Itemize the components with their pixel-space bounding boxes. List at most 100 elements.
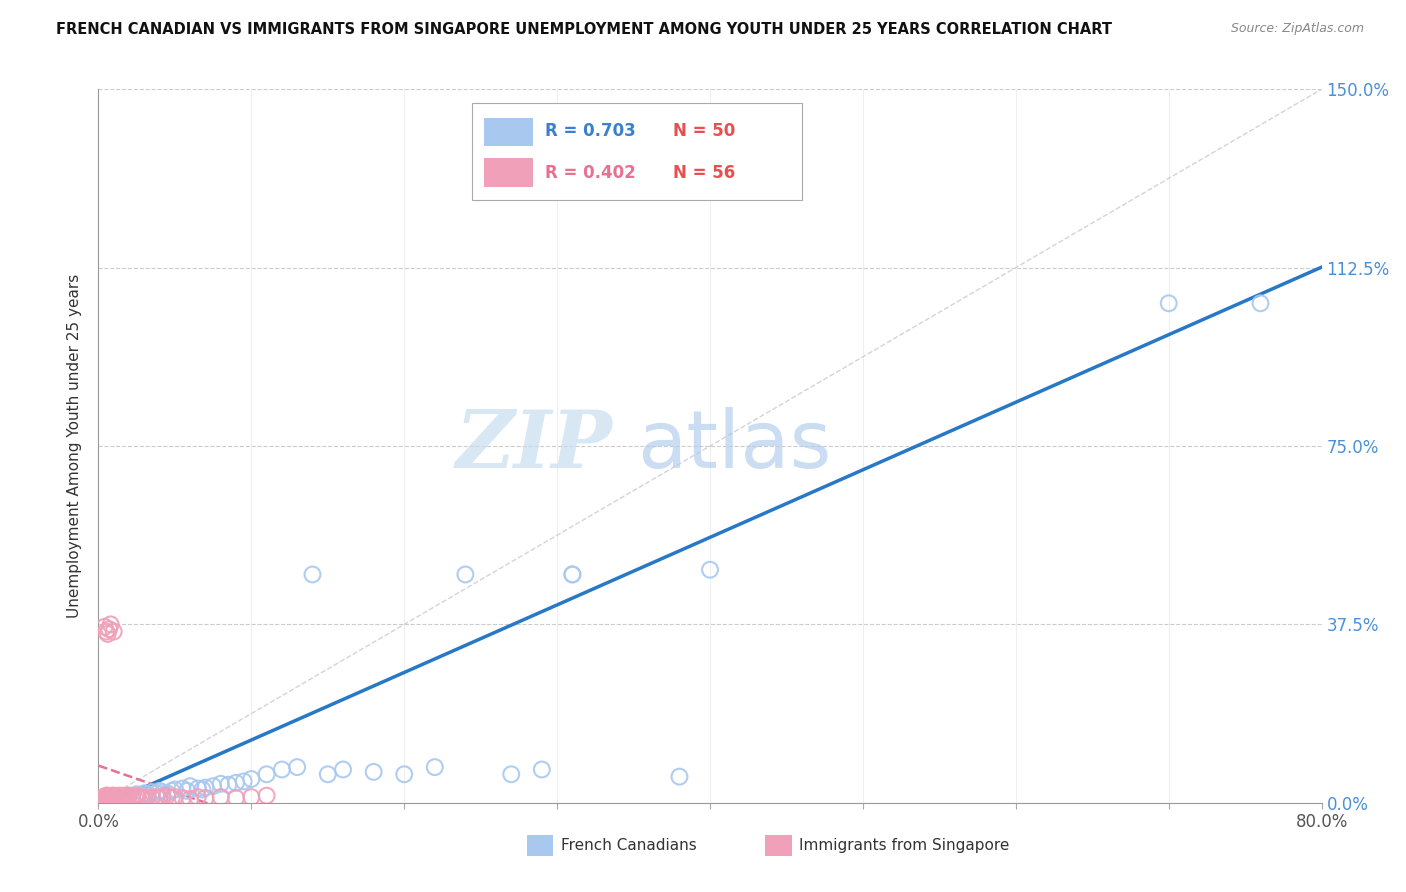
- Point: [115, 792, 138, 806]
- Point: [94, 624, 117, 639]
- Point: [141, 785, 163, 799]
- Text: atlas: atlas: [637, 407, 831, 485]
- Point: [103, 790, 125, 805]
- Point: [423, 760, 446, 774]
- Point: [118, 789, 141, 803]
- Point: [363, 764, 385, 779]
- Point: [160, 784, 183, 798]
- Point: [699, 563, 721, 577]
- Text: French Canadians: French Canadians: [561, 838, 696, 853]
- Point: [97, 627, 120, 641]
- Point: [194, 780, 217, 795]
- Bar: [765, 835, 792, 856]
- Point: [121, 790, 143, 805]
- Point: [115, 789, 138, 803]
- Point: [107, 789, 129, 803]
- Point: [256, 767, 278, 781]
- Point: [117, 790, 139, 805]
- Text: FRENCH CANADIAN VS IMMIGRANTS FROM SINGAPORE UNEMPLOYMENT AMONG YOUTH UNDER 25 Y: FRENCH CANADIAN VS IMMIGRANTS FROM SINGA…: [56, 22, 1112, 37]
- Y-axis label: Unemployment Among Youth under 25 years: Unemployment Among Youth under 25 years: [67, 274, 83, 618]
- Text: R = 0.402: R = 0.402: [546, 164, 636, 182]
- Point: [134, 786, 156, 800]
- Point: [97, 789, 120, 803]
- Bar: [484, 118, 533, 146]
- Point: [127, 790, 149, 805]
- Point: [100, 792, 122, 806]
- Point: [108, 792, 131, 806]
- Point: [125, 789, 148, 803]
- Text: N = 50: N = 50: [673, 121, 735, 139]
- Point: [129, 791, 152, 805]
- Point: [191, 782, 214, 797]
- Point: [141, 791, 163, 805]
- Point: [121, 790, 143, 805]
- Point: [101, 789, 124, 803]
- Text: Immigrants from Singapore: Immigrants from Singapore: [800, 838, 1010, 853]
- Point: [145, 790, 167, 805]
- Point: [100, 790, 122, 805]
- Point: [91, 790, 114, 805]
- Point: [240, 790, 263, 805]
- Point: [156, 786, 179, 800]
- Point: [454, 567, 477, 582]
- Point: [115, 791, 138, 805]
- Text: ZIP: ZIP: [456, 408, 612, 484]
- Point: [172, 791, 194, 805]
- Point: [160, 791, 183, 805]
- Point: [145, 786, 167, 800]
- Point: [152, 785, 174, 799]
- Point: [232, 774, 254, 789]
- Point: [163, 790, 186, 805]
- Bar: [484, 159, 533, 187]
- Point: [668, 770, 690, 784]
- Point: [209, 777, 232, 791]
- Point: [134, 792, 156, 806]
- Point: [316, 767, 339, 781]
- Point: [163, 782, 186, 797]
- FancyBboxPatch shape: [471, 103, 801, 200]
- Point: [136, 787, 159, 801]
- Text: R = 0.703: R = 0.703: [546, 121, 636, 139]
- Point: [100, 792, 122, 806]
- Point: [90, 791, 112, 805]
- Point: [187, 781, 209, 796]
- Point: [202, 779, 225, 793]
- Point: [98, 791, 121, 805]
- Point: [94, 791, 117, 805]
- Point: [105, 792, 128, 806]
- Point: [129, 789, 152, 803]
- Point: [94, 790, 117, 805]
- Point: [103, 624, 125, 639]
- Point: [108, 791, 131, 805]
- Point: [98, 622, 121, 636]
- Point: [98, 790, 121, 805]
- Point: [124, 791, 146, 805]
- Bar: [526, 835, 554, 856]
- Point: [256, 789, 278, 803]
- Point: [125, 787, 148, 801]
- Point: [93, 620, 115, 634]
- Point: [103, 790, 125, 805]
- Point: [172, 781, 194, 796]
- Point: [501, 767, 523, 781]
- Point: [152, 790, 174, 805]
- Point: [270, 763, 292, 777]
- Point: [149, 784, 172, 798]
- Point: [105, 790, 128, 805]
- Point: [97, 791, 120, 805]
- Point: [332, 763, 354, 777]
- Point: [187, 790, 209, 805]
- Point: [136, 790, 159, 805]
- Point: [156, 789, 179, 803]
- Point: [392, 767, 416, 781]
- Point: [225, 791, 247, 805]
- Point: [561, 567, 583, 582]
- Point: [93, 792, 115, 806]
- Point: [105, 791, 128, 805]
- Point: [149, 791, 172, 805]
- Point: [118, 789, 141, 803]
- Point: [111, 790, 134, 805]
- Point: [217, 778, 239, 792]
- Point: [111, 791, 134, 805]
- Point: [179, 792, 201, 806]
